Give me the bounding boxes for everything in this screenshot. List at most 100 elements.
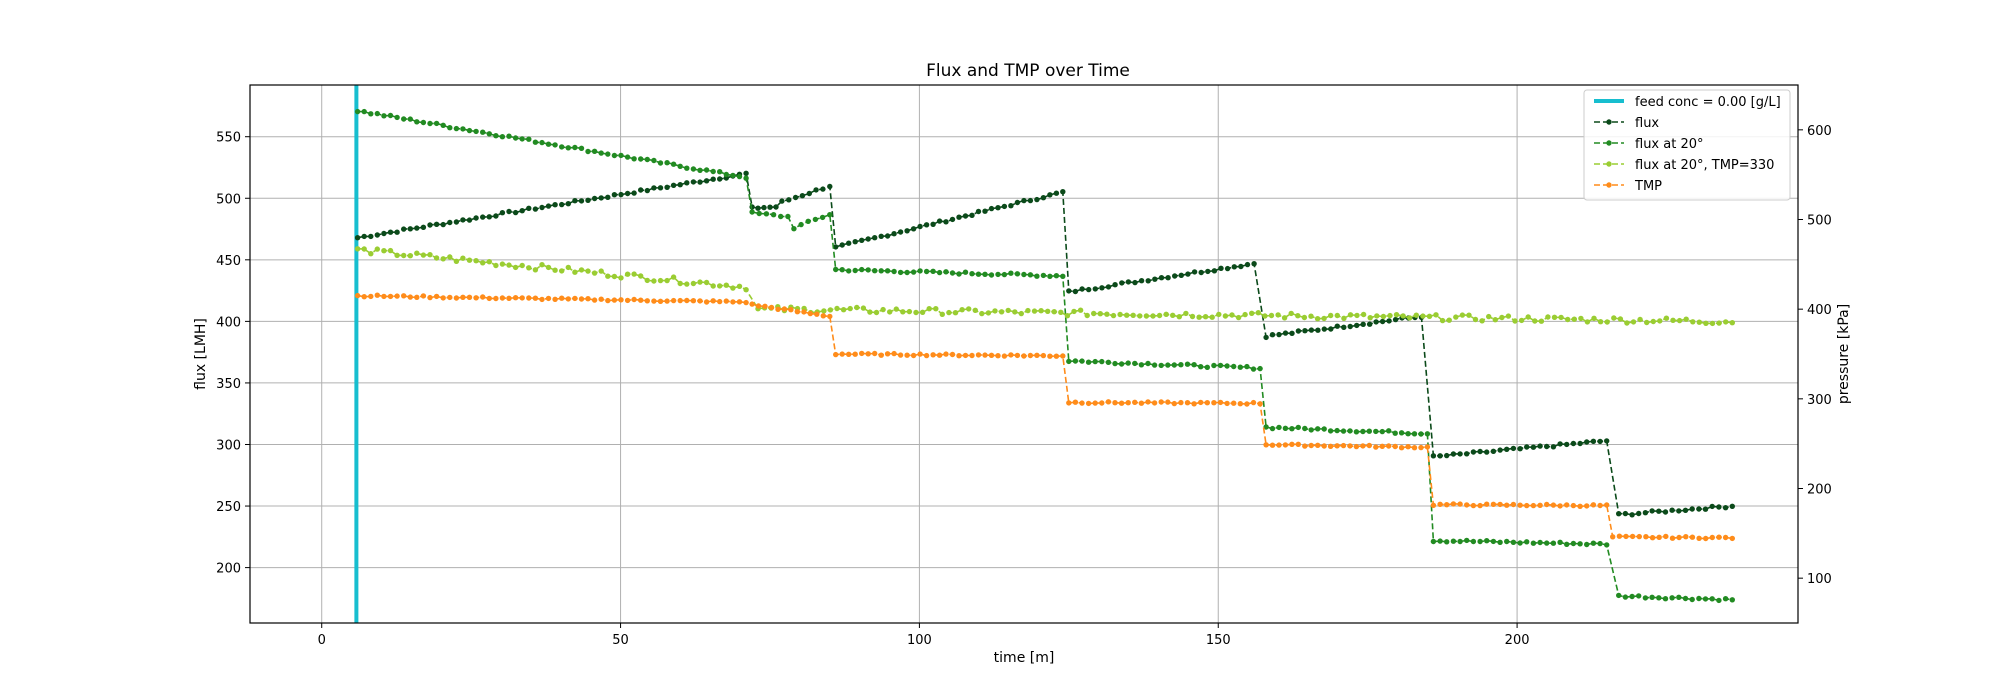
- data-point: [1392, 443, 1398, 450]
- data-point: [605, 194, 611, 200]
- data-point: [872, 235, 878, 241]
- data-point: [1235, 314, 1242, 321]
- data-point: [1630, 319, 1637, 325]
- chart-title: Flux and TMP over Time: [926, 61, 1130, 81]
- data-point: [1380, 313, 1387, 320]
- data-point: [1040, 195, 1047, 201]
- data-point: [917, 351, 923, 357]
- data-point: [1530, 502, 1537, 509]
- data-point: [1008, 203, 1014, 209]
- data-point: [559, 268, 565, 274]
- data-point: [401, 116, 407, 122]
- data-point: [1308, 427, 1314, 433]
- data-point: [1321, 326, 1328, 332]
- data-point: [664, 184, 670, 190]
- data-point: [1040, 352, 1047, 359]
- data-point: [1158, 362, 1164, 369]
- data-point: [1289, 330, 1295, 336]
- data-point: [1092, 358, 1098, 365]
- data-point: [1308, 327, 1315, 333]
- data-point: [1282, 330, 1289, 336]
- data-point: [1398, 445, 1405, 451]
- data-point: [1060, 353, 1066, 359]
- data-point: [1650, 318, 1657, 325]
- data-point: [1301, 314, 1308, 321]
- data-point: [1143, 313, 1150, 319]
- data-point: [904, 269, 910, 276]
- data-point: [651, 185, 657, 191]
- data-point: [591, 195, 598, 202]
- data-point: [539, 262, 545, 268]
- data-point: [578, 296, 585, 302]
- data-point: [975, 271, 982, 277]
- data-point: [354, 246, 361, 252]
- data-point: [591, 270, 598, 276]
- data-point: [361, 294, 367, 300]
- data-point: [1072, 288, 1079, 295]
- data-point: [1302, 425, 1308, 432]
- data-point: [1564, 502, 1570, 508]
- data-point: [565, 296, 571, 302]
- data-point: [1360, 311, 1367, 318]
- data-point: [1702, 596, 1709, 602]
- data-point: [420, 224, 427, 230]
- data-point: [1616, 511, 1622, 517]
- right-axis-label: pressure [kPa]: [1836, 304, 1852, 404]
- x-tick-label: 150: [1206, 633, 1231, 648]
- data-point: [1099, 358, 1105, 365]
- data-point: [1156, 312, 1163, 319]
- data-point: [860, 305, 867, 311]
- data-point: [1682, 507, 1689, 513]
- data-point: [1224, 400, 1230, 407]
- data-point: [995, 353, 1001, 359]
- data-point: [1537, 502, 1543, 508]
- data-point: [1242, 311, 1248, 318]
- data-point: [1014, 271, 1021, 277]
- data-point: [1430, 502, 1437, 508]
- data-point: [1008, 352, 1014, 358]
- data-point: [664, 277, 670, 284]
- data-point: [930, 221, 936, 227]
- data-point: [394, 229, 400, 235]
- data-point: [420, 119, 427, 126]
- data-point: [519, 136, 525, 142]
- data-point: [545, 264, 552, 271]
- data-point: [926, 306, 932, 312]
- data-point: [1530, 540, 1537, 546]
- data-point: [512, 135, 519, 141]
- data-point: [949, 270, 956, 276]
- data-point: [1165, 275, 1171, 281]
- data-point: [1072, 358, 1079, 364]
- data-point: [440, 295, 446, 301]
- data-point: [1611, 315, 1617, 321]
- data-point: [1276, 442, 1282, 448]
- data-point: [1590, 502, 1597, 508]
- data-point: [852, 351, 858, 357]
- data-point: [943, 351, 949, 357]
- data-point: [1676, 317, 1683, 324]
- data-point: [859, 237, 865, 243]
- data-point: [1334, 323, 1341, 329]
- data-point: [852, 267, 858, 274]
- data-point: [1373, 428, 1379, 435]
- data-point: [872, 268, 878, 274]
- data-point: [572, 269, 578, 275]
- data-point: [684, 165, 690, 171]
- data-point: [854, 304, 860, 311]
- data-point: [1709, 534, 1716, 541]
- data-point: [1729, 320, 1736, 326]
- data-point: [949, 216, 956, 223]
- data-point: [859, 350, 865, 357]
- data-point: [1353, 443, 1360, 450]
- data-point: [1570, 540, 1577, 547]
- data-point: [1079, 286, 1085, 292]
- data-point: [697, 298, 703, 304]
- data-point: [1379, 428, 1386, 435]
- data-point: [1341, 324, 1347, 330]
- data-point: [1001, 353, 1008, 359]
- data-point: [798, 221, 804, 228]
- data-point: [1518, 317, 1525, 324]
- data-point: [545, 295, 552, 302]
- data-point: [1176, 314, 1183, 320]
- data-point: [1321, 443, 1327, 449]
